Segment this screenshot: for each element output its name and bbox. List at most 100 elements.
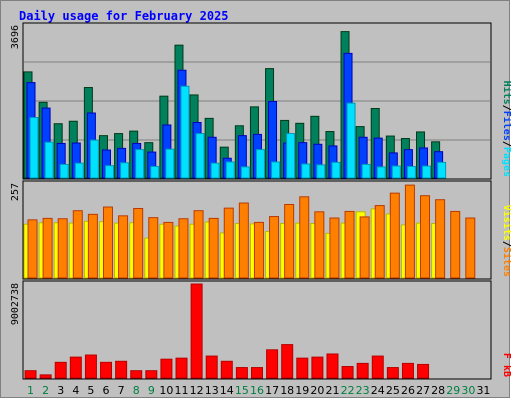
bar-pages-day-20 (316, 164, 326, 179)
bar-sites-day-19 (299, 196, 310, 279)
x-tick-label-27: 27 (416, 384, 430, 397)
bar-sites-day-6 (102, 206, 113, 279)
bar-kb-f-day-27 (417, 363, 430, 379)
bar-pages-day-26 (406, 165, 416, 179)
bar-sites-day-27 (420, 195, 431, 279)
x-tick-label-13: 13 (205, 384, 219, 397)
bar-sites-day-22 (344, 210, 355, 279)
x-tick-label-3: 3 (57, 384, 64, 397)
bar-pages-day-9 (150, 165, 160, 179)
bar-pages-day-27 (422, 165, 432, 179)
bar-sites-day-10 (163, 221, 174, 279)
x-tick-label-15: 15 (235, 384, 249, 397)
bar-kb-f-day-10 (160, 358, 173, 379)
bar-sites-day-26 (404, 184, 415, 279)
bar-sites-day-9 (148, 217, 159, 279)
y-max-label-3: 9002738 (10, 283, 21, 325)
x-tick-label-31: 31 (476, 384, 490, 397)
x-tick-label-10: 10 (159, 384, 173, 397)
legend-item-slash: / (501, 141, 511, 147)
bar-pages-day-14 (225, 161, 235, 179)
legend-item-Pages: Pages (501, 147, 511, 177)
bar-kb-f-day-22 (341, 366, 354, 379)
panel-frame-1 (22, 22, 492, 180)
bar-sites-day-13 (208, 217, 219, 279)
bar-kb-f-day-4 (69, 356, 82, 379)
bar-kb-f-day-11 (175, 357, 188, 379)
bar-kb-f-day-9 (145, 370, 158, 379)
legend-item-kB: kB (501, 365, 511, 377)
bar-kb-f-day-7 (115, 360, 128, 379)
bar-sites-day-5 (87, 213, 98, 279)
bar-sites-day-8 (133, 208, 144, 279)
bar-sites-day-18 (284, 203, 295, 279)
x-tick-label-25: 25 (386, 384, 400, 397)
x-tick-label-26: 26 (401, 384, 415, 397)
x-tick-label-16: 16 (250, 384, 264, 397)
x-tick-label-4: 4 (72, 384, 79, 397)
bar-kb-f-day-16 (251, 367, 263, 379)
bar-sites-day-15 (238, 202, 249, 279)
bar-kb-f-day-17 (266, 349, 279, 379)
bar-sites-day-4 (72, 210, 83, 279)
x-tick-label-6: 6 (103, 384, 110, 397)
bar-sites-day-28 (435, 199, 446, 279)
chart-title: Daily usage for February 2025 (19, 9, 229, 23)
bar-kb-f-day-26 (401, 362, 414, 379)
legend-item-Sites: Sites (501, 247, 511, 277)
x-tick-label-7: 7 (118, 384, 125, 397)
x-tick-label-9: 9 (148, 384, 155, 397)
bar-pages-day-1 (29, 117, 39, 179)
bar-sites-day-30 (465, 217, 476, 279)
bar-kb-f-day-25 (386, 367, 399, 379)
bar-kb-f-day-6 (100, 361, 113, 379)
bar-pages-day-4 (74, 162, 84, 179)
bar-kb-f-day-24 (371, 355, 384, 379)
bar-pages-day-13 (210, 162, 220, 179)
x-tick-label-30: 30 (461, 384, 475, 397)
bar-sites-day-1 (27, 219, 38, 279)
panel-frame-3 (22, 280, 492, 380)
x-tick-label-20: 20 (310, 384, 324, 397)
x-tick-label-1: 1 (27, 384, 34, 397)
x-tick-label-19: 19 (295, 384, 309, 397)
bar-pages-day-3 (59, 163, 69, 179)
bar-pages-day-2 (44, 141, 54, 179)
bar-sites-day-17 (269, 216, 280, 279)
bar-sites-day-24 (374, 205, 385, 279)
x-tick-label-2: 2 (42, 384, 49, 397)
x-tick-label-28: 28 (431, 384, 445, 397)
y-max-label-2: 257 (10, 183, 21, 201)
bar-kb-f-day-21 (326, 353, 339, 379)
bar-sites-day-25 (389, 192, 400, 279)
bar-sites-day-11 (178, 218, 189, 279)
panel-frame-2 (22, 180, 492, 280)
legend-item-F: F (501, 353, 511, 365)
bar-sites-day-2 (42, 217, 53, 279)
x-tick-label-5: 5 (87, 384, 94, 397)
bar-sites-day-12 (193, 210, 204, 279)
x-tick-label-24: 24 (371, 384, 385, 397)
bar-pages-day-23 (361, 163, 371, 179)
legend-item-Files: Files (501, 111, 511, 141)
bar-sites-day-16 (253, 221, 264, 279)
bar-kb-f-day-18 (281, 344, 294, 379)
bar-pages-day-18 (286, 133, 296, 179)
legend-item-slash: / (501, 241, 511, 247)
bar-sites-day-29 (450, 210, 461, 279)
bar-pages-day-21 (331, 161, 341, 179)
x-tick-label-17: 17 (265, 384, 279, 397)
bar-pages-day-15 (240, 166, 250, 179)
bar-kb-f-day-20 (311, 356, 324, 379)
bar-kb-f-day-5 (84, 354, 97, 379)
bar-pages-day-7 (120, 162, 130, 179)
bar-pages-day-12 (195, 133, 205, 179)
bar-pages-day-19 (301, 163, 311, 179)
bar-pages-day-25 (391, 165, 401, 179)
bar-sites-day-21 (329, 217, 340, 279)
legend-3: F kB (501, 353, 511, 377)
bar-pages-day-28 (437, 161, 447, 179)
bar-sites-day-23 (359, 216, 370, 279)
